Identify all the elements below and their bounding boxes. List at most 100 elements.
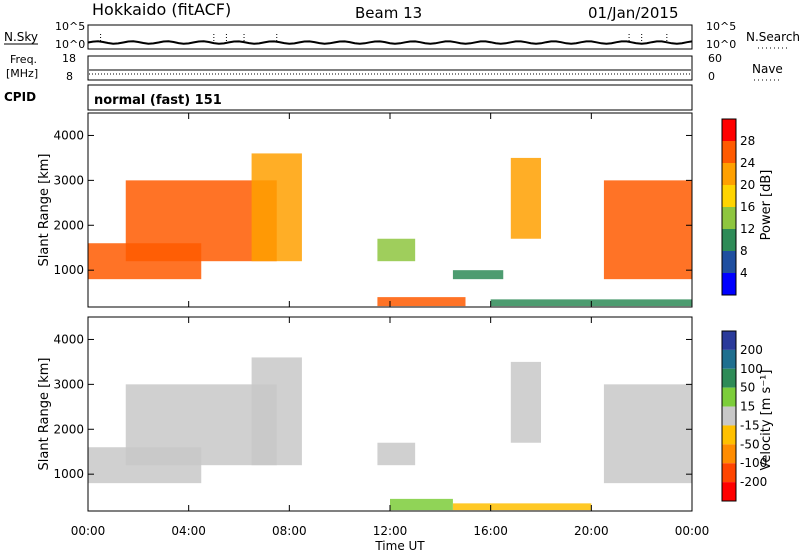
colorbar-tick-label: 20 — [740, 178, 755, 192]
nsky-right-tick-bottom: 10^0 — [706, 38, 736, 51]
colorbar-tick-label: -15 — [740, 418, 760, 432]
x-tick-label: 16:00 — [473, 524, 508, 538]
colorbar-swatch — [722, 368, 736, 388]
nave-right-tick-top: 60 — [708, 52, 722, 65]
x-tick-labels: 00:00 04:00 08:00 12:00 16:00 20:00 00:00 — [71, 524, 710, 538]
cpid-panel: CPID normal (fast) 151 — [4, 84, 693, 111]
colorbar-swatch — [722, 425, 736, 445]
nave-right-tick-bottom: 0 — [708, 70, 715, 83]
power-ylabel: Slant Range [km] — [37, 154, 52, 267]
velocity-scatter-region — [452, 503, 592, 511]
colorbar-frame — [721, 118, 737, 296]
x-tick-label: 00:00 — [71, 524, 106, 538]
velocity-panel: 1000 2000 3000 4000 Slant Range [km] — [37, 316, 693, 512]
velocity-scatter-region — [603, 384, 692, 484]
x-tick-label: 20:00 — [574, 524, 609, 538]
power-colorbar: 28 24 20 16 12 8 4 — [721, 118, 755, 296]
y-tick-label: 4000 — [53, 128, 84, 142]
velocity-colorbar-label: Velocity [m s⁻¹] — [759, 370, 774, 471]
colorbar-swatch — [722, 229, 736, 251]
nsky-right-tick-top: 10^5 — [706, 20, 736, 33]
nsky-panel: N.Sky 10^5 10^0 10^5 10^0 N.Search — [4, 20, 800, 51]
colorbar-swatch — [722, 406, 736, 426]
colorbar-tick-label: 24 — [740, 156, 755, 170]
power-y-ticks: 1000 2000 3000 4000 — [53, 128, 692, 277]
velocity-scatter-region — [510, 361, 541, 443]
y-tick-label: 4000 — [53, 332, 84, 346]
freq-label-line2: [MHz] — [6, 67, 38, 80]
colorbar-tick-label: 8 — [740, 244, 748, 258]
colorbar-tick-label: -50 — [740, 437, 760, 451]
colorbar-swatch — [722, 251, 736, 273]
x-tick-label: 00:00 — [675, 524, 710, 538]
nsearch-label: N.Search — [746, 30, 800, 44]
power-colorbar-label: Power [dB] — [759, 170, 774, 241]
nsky-left-tick-bottom: 10^0 — [55, 38, 85, 51]
colorbar-swatch — [722, 163, 736, 185]
colorbar-frame — [721, 330, 737, 502]
power-scatter-region — [452, 270, 504, 280]
velocity-ylabel: Slant Range [km] — [37, 358, 52, 471]
x-tick-label: 08:00 — [272, 524, 307, 538]
power-scatter-region — [510, 157, 541, 239]
velocity-scatter-region — [377, 442, 416, 466]
velocity-colorbar: 200 100 50 15 -15 -50 -100 -200 — [721, 330, 767, 502]
colorbar-tick-label: 50 — [740, 381, 755, 395]
power-scatter-region — [251, 153, 302, 262]
colorbar-swatch — [722, 207, 736, 229]
velocity-scatter-region — [390, 498, 453, 511]
colorbar-tick-label: 16 — [740, 200, 755, 214]
nave-label: Nave — [752, 62, 783, 76]
colorbar-swatch — [722, 331, 736, 350]
colorbar-tick-label: 200 — [740, 343, 763, 357]
colorbar-tick-label: 4 — [740, 266, 748, 280]
beam-label: Beam 13 — [355, 4, 422, 22]
colorbar-swatch — [722, 141, 736, 163]
nsky-left-tick-top: 10^5 — [55, 20, 85, 33]
y-tick-label: 3000 — [53, 377, 84, 391]
y-tick-label: 1000 — [53, 467, 84, 481]
colorbar-swatch — [722, 185, 736, 207]
y-tick-label: 3000 — [53, 173, 84, 187]
velocity-data — [88, 357, 692, 511]
date-label: 01/Jan/2015 — [588, 4, 679, 22]
power-scatter-region — [377, 297, 466, 307]
velocity-x-ticks — [87, 317, 693, 511]
freq-left-tick-top: 18 — [62, 52, 76, 65]
cpid-label: CPID — [4, 90, 36, 104]
colorbar-swatch — [722, 482, 736, 501]
colorbar-tick-label: 100 — [740, 362, 763, 376]
cpid-value: normal (fast) 151 — [94, 93, 222, 108]
station-title: Hokkaido (fitACF) — [92, 0, 231, 19]
power-x-ticks — [87, 113, 693, 307]
power-scatter-region — [377, 238, 416, 262]
nsky-frame — [87, 24, 693, 50]
colorbar-swatch — [722, 444, 736, 464]
cpid-frame — [87, 84, 693, 111]
colorbar-swatch — [722, 349, 736, 369]
nsky-label: N.Sky — [4, 30, 38, 44]
colorbar-tick-label: 15 — [740, 400, 755, 414]
x-axis-label: Time UT — [374, 539, 425, 553]
y-tick-label: 1000 — [53, 263, 84, 277]
velocity-scatter-region — [251, 357, 302, 466]
nsky-trace — [87, 40, 693, 45]
x-tick-label: 04:00 — [171, 524, 206, 538]
colorbar-swatch — [722, 119, 736, 141]
freq-left-tick-bottom: 8 — [66, 70, 73, 83]
power-panel: 1000 2000 3000 4000 Slant Range [km] — [37, 112, 693, 308]
colorbar-swatch — [722, 273, 736, 295]
y-tick-label: 2000 — [53, 422, 84, 436]
colorbar-tick-label: 12 — [740, 222, 755, 236]
colorbar-tick-label: -200 — [740, 475, 767, 489]
colorbar-swatch — [722, 463, 736, 483]
colorbar-swatch — [722, 387, 736, 407]
freq-label-line1: Freq. — [10, 53, 37, 66]
freq-frame — [87, 55, 693, 81]
power-scatter-region — [603, 180, 692, 280]
x-tick-label: 12:00 — [373, 524, 408, 538]
y-tick-label: 2000 — [53, 218, 84, 232]
colorbar-tick-label: 28 — [740, 134, 755, 148]
colorbar-tick-label: -100 — [740, 456, 767, 470]
freq-panel: Freq. [MHz] 18 8 60 0 Nave — [6, 52, 783, 83]
